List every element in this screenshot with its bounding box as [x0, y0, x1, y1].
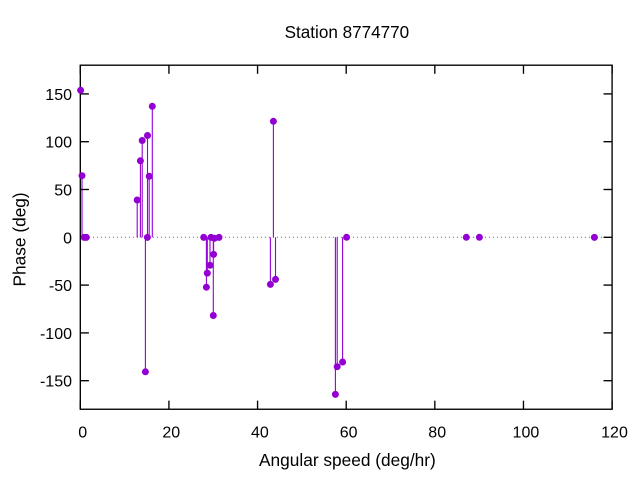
svg-text:-150: -150: [40, 374, 72, 391]
svg-text:150: 150: [45, 87, 72, 104]
svg-text:Angular speed (deg/hr): Angular speed (deg/hr): [259, 450, 436, 470]
svg-text:100: 100: [45, 135, 72, 152]
svg-text:0: 0: [63, 230, 72, 247]
svg-text:80: 80: [428, 424, 446, 441]
svg-text:Station 8774770: Station 8774770: [285, 23, 410, 42]
svg-text:-100: -100: [40, 326, 72, 343]
svg-text:20: 20: [162, 424, 180, 441]
svg-text:0: 0: [78, 424, 87, 441]
svg-text:100: 100: [513, 424, 540, 441]
svg-text:60: 60: [340, 424, 358, 441]
svg-text:-50: -50: [49, 278, 72, 295]
svg-text:Phase (deg): Phase (deg): [10, 192, 30, 286]
svg-text:50: 50: [54, 183, 72, 200]
svg-text:120: 120: [601, 424, 628, 441]
svg-text:40: 40: [251, 424, 269, 441]
